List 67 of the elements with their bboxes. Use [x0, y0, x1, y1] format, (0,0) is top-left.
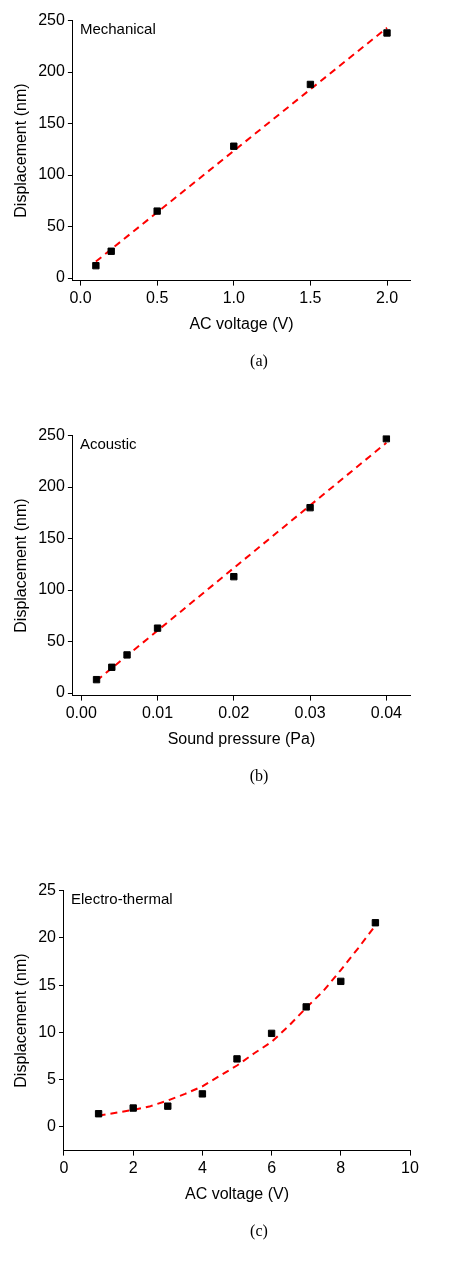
annotation: Electro-thermal — [71, 890, 173, 908]
x-tick-label: 0.02 — [218, 703, 250, 721]
x-tick-label: 0.5 — [146, 288, 169, 306]
point — [129, 1104, 137, 1112]
y-tick-label: 0 — [47, 1117, 57, 1135]
point — [92, 675, 101, 684]
y-tick-label: 250 — [38, 426, 65, 444]
text: (c) — [249, 1222, 269, 1240]
x-tick-label: 8 — [336, 1158, 346, 1176]
y-tick-label: 150 — [38, 528, 65, 546]
x-tick-label: 4 — [197, 1158, 207, 1176]
y-tick-label: 0 — [55, 268, 65, 286]
x-tick-label: 0.03 — [294, 703, 326, 721]
x-tick-label: 0.0 — [69, 288, 92, 306]
point — [123, 651, 131, 659]
point — [383, 29, 391, 37]
y-tick-label: 150 — [38, 113, 65, 131]
y-tick-label: 0 — [55, 683, 65, 701]
point — [153, 207, 161, 215]
x-tick-label: 0.04 — [370, 703, 403, 721]
point — [153, 624, 162, 632]
point — [107, 247, 115, 255]
text: (b) — [248, 767, 270, 785]
y-tick-label: 5 — [47, 1070, 57, 1088]
point — [306, 504, 314, 512]
y-tick-label: 100 — [38, 580, 65, 598]
point — [230, 572, 238, 581]
y-tick-label: 200 — [38, 477, 65, 495]
y-tick-label: 50 — [47, 216, 65, 234]
annotation: Mechanical — [79, 20, 156, 38]
y-tick-label: 100 — [38, 165, 65, 183]
x-tick-label: 1.5 — [299, 288, 322, 306]
point — [233, 1055, 241, 1063]
point — [164, 1102, 172, 1110]
point — [108, 663, 116, 671]
y-tick-label: 200 — [38, 62, 65, 80]
x-tick-label: 6 — [267, 1158, 277, 1176]
y-tick-label: 25 — [38, 881, 57, 899]
x-tick-label: 10 — [401, 1158, 419, 1176]
y-axis-title: Displacement (nm) — [12, 953, 30, 1088]
point — [94, 1110, 103, 1118]
y-tick-label: 50 — [47, 631, 65, 649]
x-tick-label: 0.00 — [65, 703, 97, 721]
point — [337, 977, 345, 986]
y-tick-label: 250 — [38, 11, 65, 29]
y-tick-label: 15 — [38, 975, 57, 993]
point — [382, 435, 391, 443]
x-axis-title: AC voltage (V) — [189, 314, 294, 332]
x-tick-label: 2.0 — [375, 288, 399, 306]
y-axis-title: Displacement (nm) — [12, 83, 30, 218]
point — [371, 919, 380, 927]
y-axis-title: Displacement (nm) — [12, 498, 30, 633]
annotation: Acoustic — [79, 435, 138, 453]
point — [267, 1029, 276, 1038]
point — [306, 80, 315, 89]
point — [92, 261, 100, 270]
x-axis-title: AC voltage (V) — [184, 1184, 290, 1202]
x-tick-label: 1.0 — [222, 288, 245, 306]
y-tick-label: 10 — [38, 1022, 57, 1040]
x-axis-title: Sound pressure (Pa) — [167, 729, 316, 747]
point — [230, 142, 238, 150]
point — [302, 1003, 310, 1011]
text: (a) — [249, 352, 269, 370]
x-tick-label: 0.01 — [141, 703, 174, 721]
x-tick-label: 2 — [128, 1158, 138, 1176]
point — [198, 1090, 207, 1098]
y-tick-label: 20 — [38, 928, 57, 946]
